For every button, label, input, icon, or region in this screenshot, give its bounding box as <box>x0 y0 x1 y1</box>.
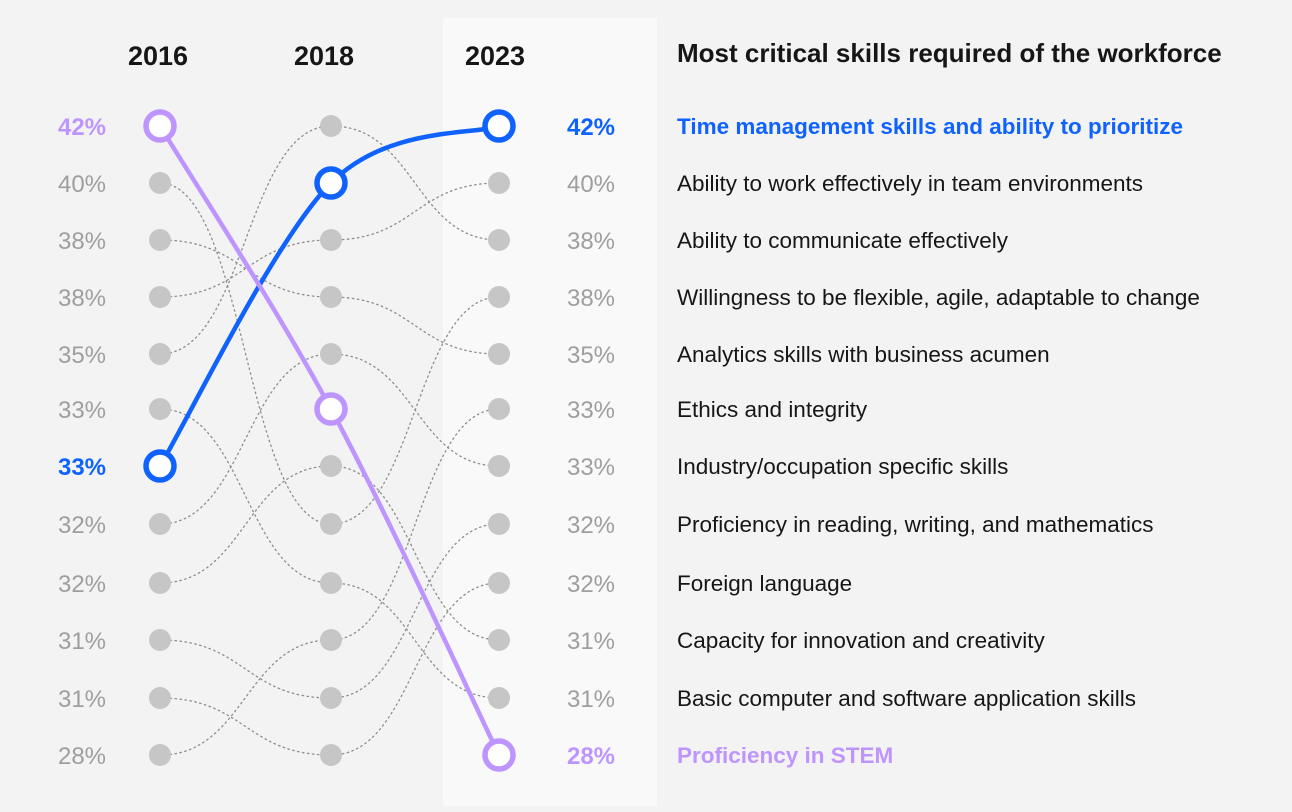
dot-2018-row-10 <box>320 687 342 709</box>
chart-title: Most critical skills required of the wor… <box>677 38 1222 68</box>
label-2016-row-4: 35% <box>58 342 106 369</box>
dot-2018-row-3 <box>320 286 342 308</box>
dot-2016-row-11 <box>149 744 171 766</box>
label-2016-row-8: 32% <box>58 571 106 598</box>
skill-label-row-3: Willingness to be flexible, agile, adapt… <box>677 285 1200 310</box>
dot-2016-row-8 <box>149 572 171 594</box>
skill-label-row-7: Proficiency in reading, writing, and mat… <box>677 512 1153 537</box>
dot-2016-row-4 <box>149 343 171 365</box>
dot-2023-row-2 <box>488 229 510 251</box>
highlight-line-0 <box>158 123 500 468</box>
skill-label-row-6: Industry/occupation specific skills <box>677 454 1008 479</box>
skill-label-row-4: Analytics skills with business acumen <box>677 342 1050 367</box>
label-2023-row-8: 32% <box>567 571 615 598</box>
label-2023-row-11: 28% <box>567 743 615 770</box>
connector-line-3 <box>159 239 500 355</box>
label-2023-row-5: 33% <box>567 397 615 424</box>
dot-2023-row-9 <box>488 629 510 651</box>
label-2023-row-0: 42% <box>567 114 615 141</box>
label-2023-row-10: 31% <box>567 686 615 713</box>
dot-2018-row-2 <box>320 229 342 251</box>
year-header-2023: 2023 <box>465 41 525 71</box>
dot-2016-row-3 <box>149 286 171 308</box>
dot-2016-row-7 <box>149 513 171 535</box>
label-2016-row-11: 28% <box>58 743 106 770</box>
highlight-ring-1-2023 <box>482 738 516 772</box>
dot-2016-row-2 <box>149 229 171 251</box>
label-2016-row-3: 38% <box>58 285 106 312</box>
year-header-2018: 2018 <box>294 41 354 71</box>
dot-2016-row-5 <box>149 398 171 420</box>
dot-2023-row-4 <box>488 343 510 365</box>
dot-2016-row-9 <box>149 629 171 651</box>
label-2023-row-9: 31% <box>567 628 615 655</box>
skill-label-row-2: Ability to communicate effectively <box>677 228 1009 253</box>
skill-label-row-1: Ability to work effectively in team envi… <box>677 171 1143 196</box>
skill-label-row-11: Proficiency in STEM <box>677 743 893 768</box>
dot-2018-row-4 <box>320 343 342 365</box>
label-2016-row-7: 32% <box>58 512 106 539</box>
label-2023-row-6: 33% <box>567 454 615 481</box>
percent-labels: 42% 40% 38% 38% 35% 33% 33% 32% 32% 31% 31% 28% 42% 4… <box>58 114 615 770</box>
highlight-ring-0-2018 <box>314 166 348 200</box>
dot-2018-row-11 <box>320 744 342 766</box>
highlight-ring-1-2018 <box>314 392 348 426</box>
label-2023-row-3: 38% <box>567 285 615 312</box>
skill-label-row-8: Foreign language <box>677 571 852 596</box>
skill-label-row-10: Basic computer and software application … <box>677 686 1136 711</box>
highlight-lines <box>143 109 516 772</box>
year-header-2016: 2016 <box>128 41 188 71</box>
skill-label-row-9: Capacity for innovation and creativity <box>677 628 1045 653</box>
label-2023-row-7: 32% <box>567 512 615 539</box>
rank-dots <box>149 115 510 766</box>
skill-label-row-0: Time management skills and ability to pr… <box>677 114 1183 139</box>
dot-2023-row-6 <box>488 455 510 477</box>
highlight-ring-0-2023 <box>482 109 516 143</box>
label-2016-row-5: 33% <box>58 397 106 424</box>
dot-2016-row-10 <box>149 687 171 709</box>
skill-label-row-5: Ethics and integrity <box>677 397 868 422</box>
label-2023-row-4: 35% <box>567 342 615 369</box>
label-2023-row-2: 38% <box>567 228 615 255</box>
skill-labels: Time management skills and ability to pr… <box>677 114 1200 768</box>
connector-line-4 <box>159 182 500 298</box>
dot-2023-row-3 <box>488 286 510 308</box>
column-2023-background <box>443 18 657 806</box>
dot-2023-row-10 <box>488 687 510 709</box>
dot-2023-row-5 <box>488 398 510 420</box>
label-2016-row-1: 40% <box>58 171 106 198</box>
dot-2018-row-9 <box>320 629 342 651</box>
label-2023-row-1: 40% <box>567 171 615 198</box>
dot-2023-row-8 <box>488 572 510 594</box>
dot-2023-row-7 <box>488 513 510 535</box>
dot-2016-row-1 <box>149 172 171 194</box>
highlight-ring-1-2016 <box>143 109 177 143</box>
dot-2023-row-1 <box>488 172 510 194</box>
label-2016-row-2: 38% <box>58 228 106 255</box>
label-2016-row-0: 42% <box>58 114 106 141</box>
label-2016-row-10: 31% <box>58 686 106 713</box>
label-2016-row-6: 33% <box>58 454 106 481</box>
label-2016-row-9: 31% <box>58 628 106 655</box>
year-headers: 2016 2018 2023 <box>128 41 525 71</box>
legend-title-group: Most critical skills required of the wor… <box>677 38 1222 68</box>
dot-2018-row-6 <box>320 455 342 477</box>
highlight-ring-0-2016 <box>143 449 177 483</box>
dot-2018-row-0 <box>320 115 342 137</box>
dot-2018-row-8 <box>320 572 342 594</box>
dot-2018-row-7 <box>320 513 342 535</box>
connector-line-6 <box>159 408 500 699</box>
